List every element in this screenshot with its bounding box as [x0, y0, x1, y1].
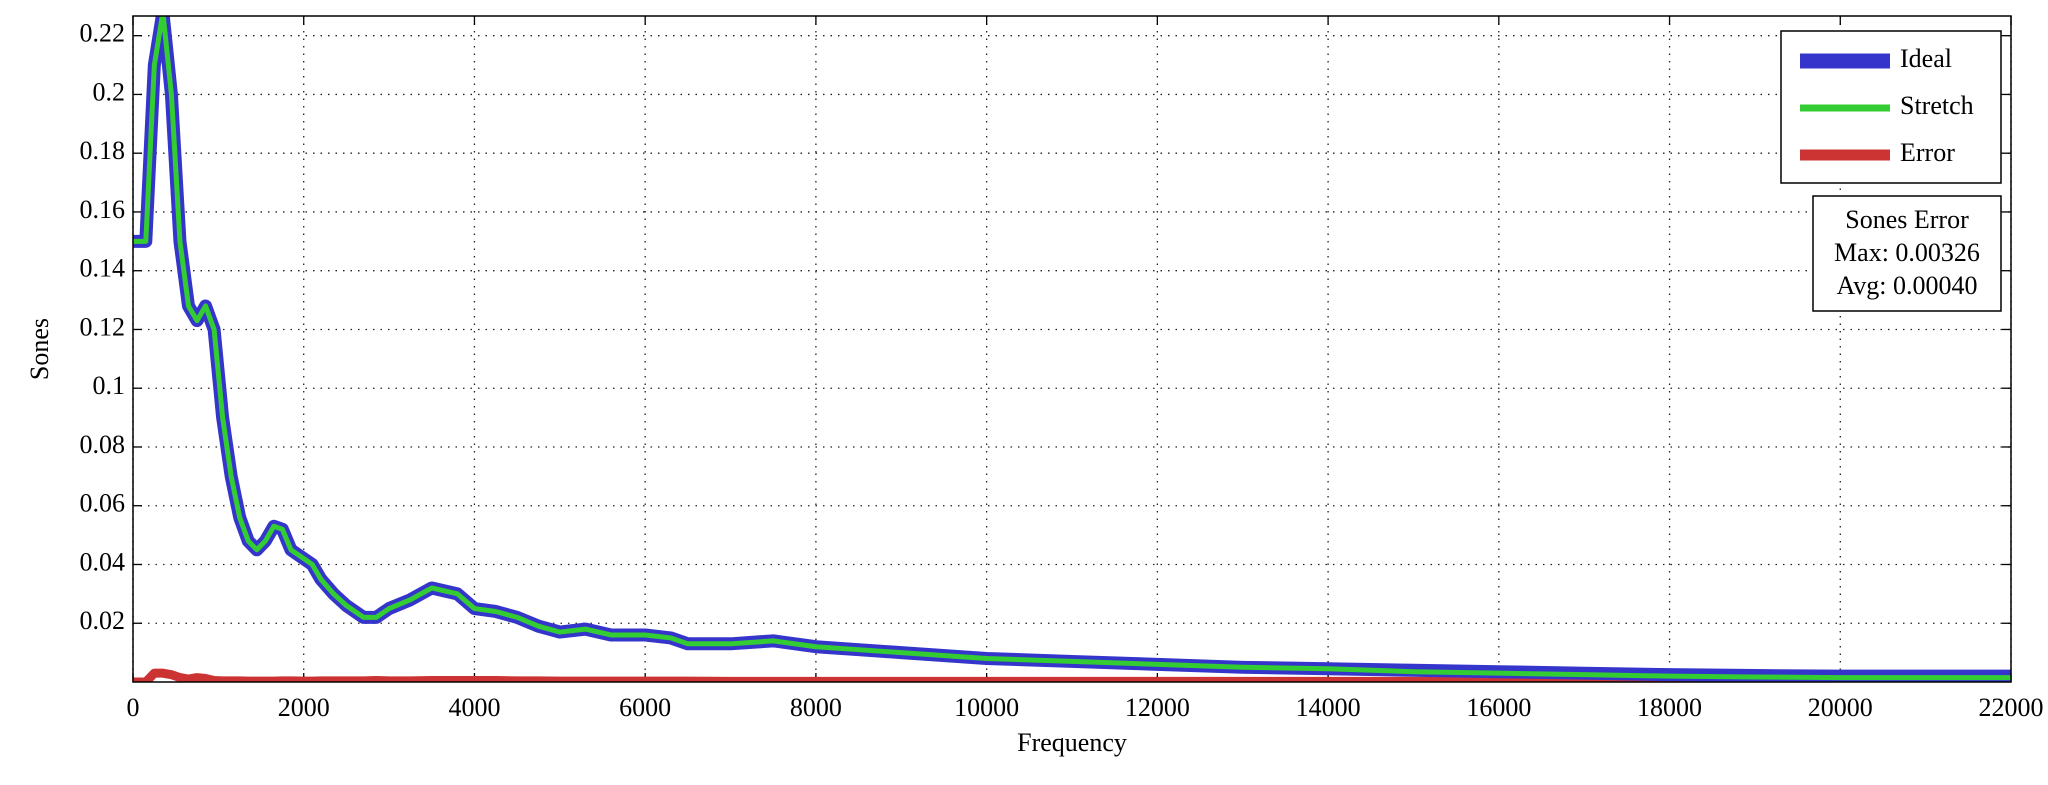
legend-label: Error	[1900, 138, 1955, 167]
legend: Ideal Stretch Error	[1780, 30, 2002, 184]
series-line	[133, 16, 2011, 681]
y-tick-label: 0.16	[80, 195, 126, 224]
x-tick-label: 0	[127, 693, 140, 722]
legend-label: Stretch	[1900, 91, 1974, 120]
x-tick-label: 16000	[1466, 693, 1531, 722]
annotation: Sones Error Max: 0.00326 Avg: 0.00040	[1812, 195, 2002, 312]
legend-label: Ideal	[1900, 44, 1952, 73]
y-tick-label: 0.18	[80, 136, 126, 165]
annotation-line: Sones Error	[1845, 205, 1969, 234]
y-tick-label: 0.14	[80, 254, 126, 283]
x-tick-label: 12000	[1125, 693, 1190, 722]
x-axis-label: Frequency	[1017, 728, 1127, 757]
x-tick-label: 8000	[790, 693, 842, 722]
y-tick-label: 0.1	[93, 371, 126, 400]
x-tick-label: 22000	[1979, 693, 2044, 722]
x-tick-label: 14000	[1296, 693, 1361, 722]
x-tick-label: 2000	[278, 693, 330, 722]
annotation-line: Avg: 0.00040	[1836, 271, 1977, 300]
x-tick-label: 4000	[448, 693, 500, 722]
plot-lines	[133, 16, 2011, 682]
annotation-line: Max: 0.00326	[1834, 238, 1980, 267]
x-tick-label: 20000	[1808, 693, 1873, 722]
x-tick-label: 10000	[954, 693, 1019, 722]
y-tick-label: 0.04	[80, 547, 126, 576]
x-tick-label: 18000	[1637, 693, 1702, 722]
y-tick-label: 0.12	[80, 312, 126, 341]
x-tick-label: 6000	[619, 693, 671, 722]
annotation-box	[1812, 195, 2002, 312]
plot-frame	[132, 15, 2012, 683]
grid	[132, 16, 2012, 682]
y-axis-label: Sones	[25, 318, 54, 380]
y-tick-label: 0.06	[80, 489, 126, 518]
series-line	[133, 16, 2011, 682]
y-tick-label: 0.2	[93, 77, 126, 106]
y-tick-label: 0.22	[80, 19, 126, 48]
y-tick-label: 0.02	[80, 606, 126, 635]
y-tick-label: 0.08	[80, 430, 126, 459]
